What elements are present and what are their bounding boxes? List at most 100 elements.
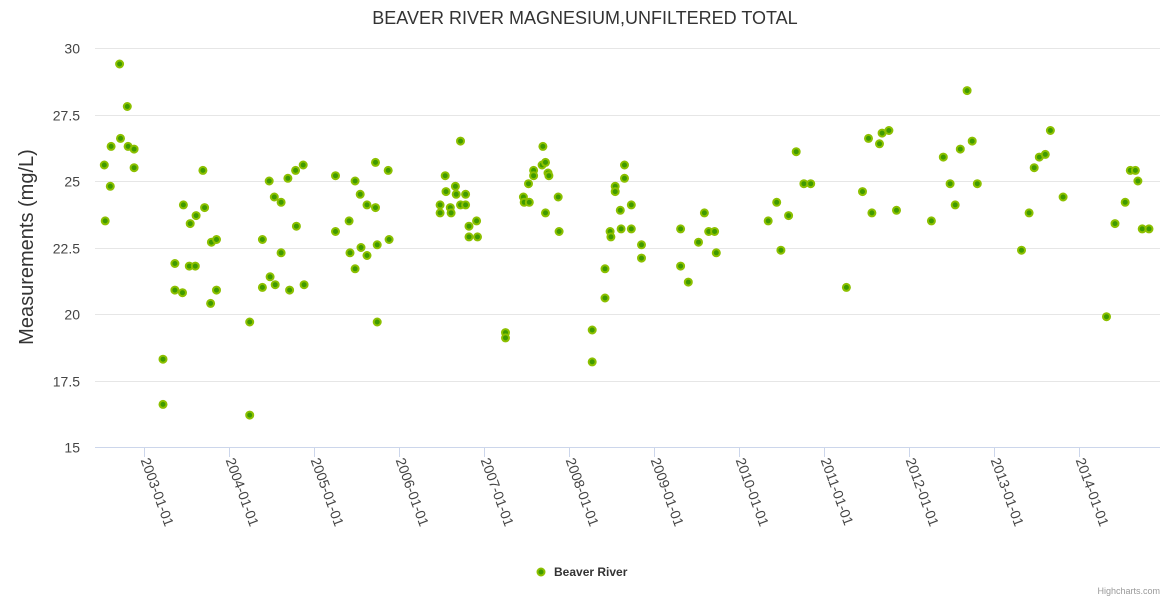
data-point[interactable]	[100, 216, 110, 226]
data-point[interactable]	[372, 317, 382, 327]
data-point[interactable]	[1110, 219, 1120, 229]
data-point[interactable]	[1040, 149, 1050, 159]
data-point[interactable]	[637, 253, 646, 263]
data-point[interactable]	[858, 187, 867, 197]
data-point[interactable]	[283, 173, 293, 183]
data-point[interactable]	[245, 410, 255, 420]
data-point[interactable]	[544, 171, 554, 181]
data-point[interactable]	[554, 227, 564, 236]
data-point[interactable]	[529, 171, 539, 181]
data-point[interactable]	[362, 200, 372, 210]
data-point[interactable]	[371, 203, 380, 213]
series-beaver-river[interactable]	[99, 59, 1154, 420]
data-point[interactable]	[129, 163, 139, 173]
data-point[interactable]	[269, 192, 279, 202]
data-point[interactable]	[694, 237, 703, 247]
data-point[interactable]	[435, 208, 445, 218]
data-point[interactable]	[616, 224, 626, 234]
data-point[interactable]	[472, 216, 482, 226]
data-point[interactable]	[115, 59, 125, 69]
data-point[interactable]	[285, 285, 295, 295]
data-point[interactable]	[331, 227, 340, 236]
data-point[interactable]	[967, 136, 977, 146]
data-point[interactable]	[884, 126, 894, 135]
data-point[interactable]	[276, 197, 286, 207]
data-point[interactable]	[1017, 245, 1026, 255]
data-point[interactable]	[1130, 165, 1140, 175]
data-point[interactable]	[610, 187, 620, 197]
data-point[interactable]	[938, 152, 948, 162]
data-point[interactable]	[116, 133, 125, 143]
data-point[interactable]	[198, 165, 208, 175]
data-point[interactable]	[190, 261, 200, 271]
data-point[interactable]	[1058, 192, 1068, 202]
data-point[interactable]	[541, 208, 550, 218]
data-point[interactable]	[892, 205, 901, 215]
data-point[interactable]	[170, 259, 180, 268]
data-point[interactable]	[1120, 197, 1130, 207]
data-point[interactable]	[587, 325, 597, 335]
data-point[interactable]	[784, 211, 794, 221]
data-point[interactable]	[676, 224, 686, 234]
data-point[interactable]	[276, 248, 286, 258]
data-point[interactable]	[962, 86, 972, 96]
data-point[interactable]	[945, 179, 955, 189]
data-point[interactable]	[626, 200, 636, 210]
data-point[interactable]	[451, 189, 461, 199]
data-point[interactable]	[538, 141, 548, 151]
data-point[interactable]	[1133, 176, 1143, 186]
data-point[interactable]	[464, 232, 474, 242]
data-point[interactable]	[1144, 224, 1154, 234]
data-point[interactable]	[676, 261, 686, 271]
data-point[interactable]	[600, 264, 610, 274]
data-point[interactable]	[615, 205, 625, 215]
data-point[interactable]	[1045, 126, 1055, 135]
data-point[interactable]	[464, 221, 474, 231]
data-point[interactable]	[699, 208, 709, 218]
data-point[interactable]	[291, 221, 301, 231]
data-point[interactable]	[600, 293, 610, 303]
data-point[interactable]	[606, 232, 616, 242]
data-point[interactable]	[950, 200, 960, 210]
data-point[interactable]	[864, 133, 873, 143]
data-point[interactable]	[200, 203, 210, 213]
data-point[interactable]	[473, 232, 482, 242]
legend[interactable]: Beaver River	[536, 565, 628, 579]
data-point[interactable]	[356, 243, 366, 252]
data-point[interactable]	[620, 173, 629, 183]
data-point[interactable]	[461, 189, 471, 199]
data-point[interactable]	[264, 176, 274, 186]
data-point[interactable]	[291, 165, 301, 175]
data-point[interactable]	[350, 264, 360, 274]
data-point[interactable]	[99, 160, 109, 170]
data-point[interactable]	[867, 208, 877, 218]
data-point[interactable]	[1024, 208, 1034, 218]
data-point[interactable]	[524, 197, 534, 207]
data-point[interactable]	[776, 245, 786, 255]
data-point[interactable]	[298, 160, 308, 170]
data-point[interactable]	[450, 181, 460, 191]
data-point[interactable]	[344, 216, 354, 226]
data-point[interactable]	[178, 200, 188, 210]
data-point[interactable]	[122, 102, 132, 111]
data-point[interactable]	[185, 219, 195, 229]
data-point[interactable]	[710, 227, 720, 236]
data-point[interactable]	[456, 136, 465, 146]
data-point[interactable]	[626, 224, 636, 234]
data-point[interactable]	[257, 282, 267, 292]
data-point[interactable]	[158, 354, 168, 364]
data-point[interactable]	[620, 160, 629, 170]
data-point[interactable]	[637, 240, 646, 250]
data-point[interactable]	[587, 357, 597, 367]
data-point[interactable]	[553, 192, 563, 202]
data-point[interactable]	[441, 187, 451, 197]
data-point[interactable]	[541, 157, 550, 167]
data-point[interactable]	[191, 211, 201, 221]
data-point[interactable]	[129, 144, 139, 154]
data-point[interactable]	[1102, 312, 1111, 322]
data-point[interactable]	[265, 272, 275, 282]
data-point[interactable]	[106, 141, 116, 151]
legend-item-beaver-river[interactable]: Beaver River	[554, 565, 628, 579]
data-point[interactable]	[955, 144, 965, 154]
data-point[interactable]	[212, 235, 221, 244]
